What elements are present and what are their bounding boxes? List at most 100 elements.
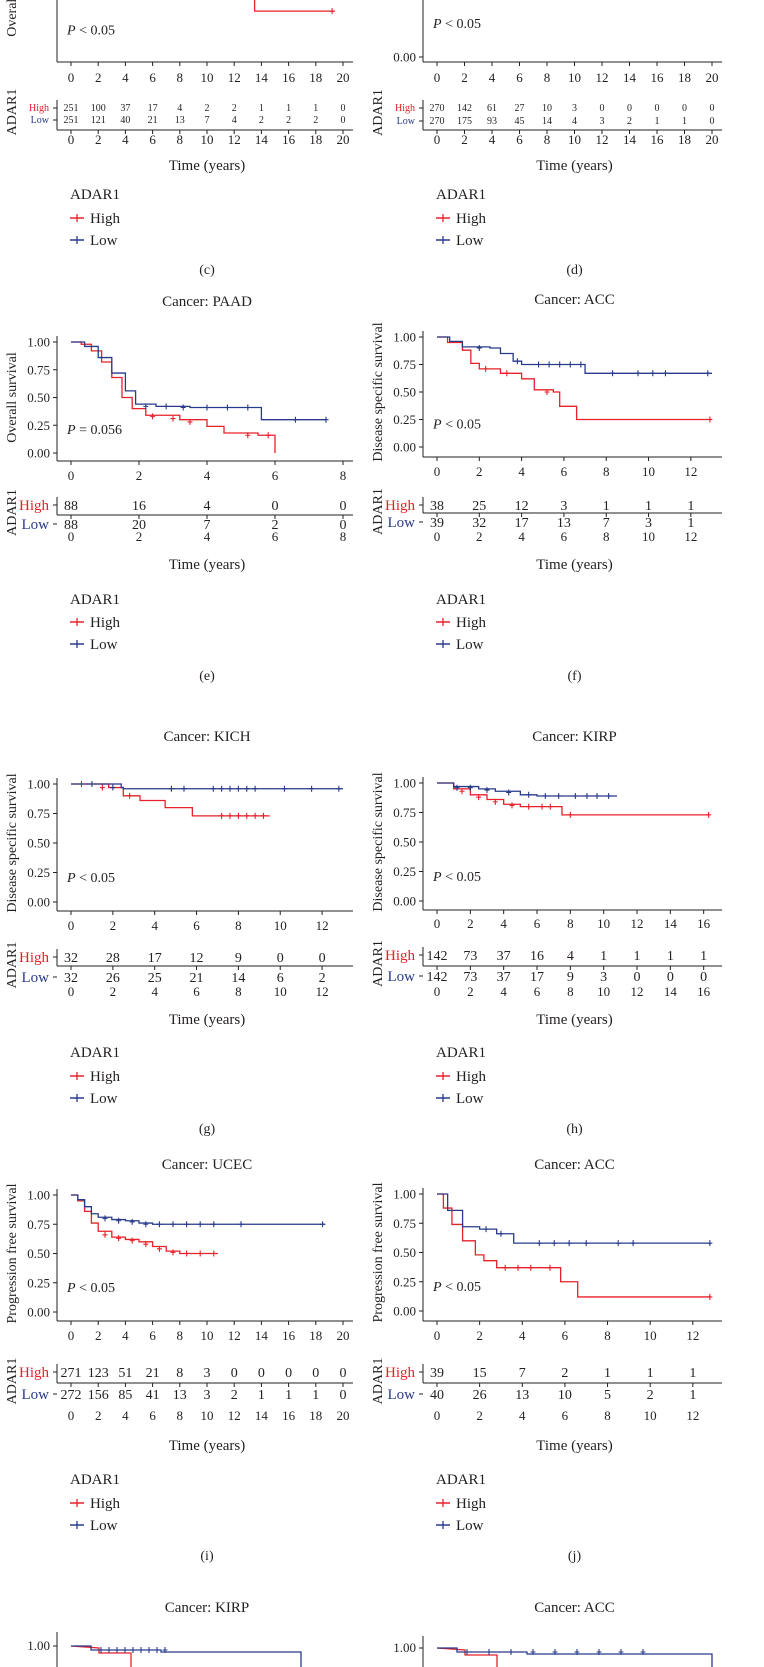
risk-count-high: 0 bbox=[258, 1366, 265, 1381]
risk-table-title: ADAR1 bbox=[5, 489, 20, 536]
censor-mark-low bbox=[536, 361, 542, 368]
x-tick-label: 8 bbox=[177, 70, 184, 85]
risk-x-tick-label: 2 bbox=[467, 984, 474, 999]
x-tick-label: 4 bbox=[122, 1328, 129, 1343]
risk-table-title: ADAR1 bbox=[371, 89, 386, 136]
censor-mark-high bbox=[245, 432, 251, 439]
censor-mark-high bbox=[459, 788, 465, 795]
risk-x-tick-label: 8 bbox=[177, 1408, 184, 1423]
risk-count-low: 121 bbox=[91, 115, 106, 126]
risk-count-high: 16 bbox=[132, 499, 146, 514]
risk-count-high: 1 bbox=[604, 1366, 611, 1381]
risk-count-high: 28 bbox=[106, 951, 120, 966]
risk-x-tick-label: 4 bbox=[151, 984, 158, 999]
risk-x-tick-label: 10 bbox=[201, 1408, 214, 1423]
x-tick-label: 20 bbox=[337, 70, 350, 85]
x-tick-label: 4 bbox=[500, 916, 507, 931]
risk-x-tick-label: 0 bbox=[68, 529, 75, 544]
risk-x-tick-label: 6 bbox=[193, 984, 200, 999]
risk-x-tick-label: 0 bbox=[68, 984, 75, 999]
risk-count-low: 2 bbox=[627, 116, 632, 127]
legend-label-high: High bbox=[90, 1496, 121, 1512]
survival-curve-low bbox=[71, 1194, 326, 1225]
censor-mark-low bbox=[486, 1649, 492, 1655]
panel-letter: (f) bbox=[568, 669, 582, 684]
legend-title: ADAR1 bbox=[70, 187, 120, 203]
risk-count-high: 0 bbox=[285, 1366, 292, 1381]
risk-count-high: 17 bbox=[148, 951, 162, 966]
censor-mark-low bbox=[662, 370, 668, 377]
y-tick-label: 0.75 bbox=[393, 357, 416, 372]
censor-mark-low bbox=[498, 1230, 504, 1237]
risk-table-title: ADAR1 bbox=[5, 942, 20, 989]
risk-count-high: 25 bbox=[472, 499, 486, 514]
legend-label-high: High bbox=[456, 1496, 487, 1512]
legend-title: ADAR1 bbox=[436, 1472, 486, 1488]
x-tick-label: 6 bbox=[534, 916, 541, 931]
censor-mark-high bbox=[102, 1231, 108, 1238]
y-axis-label: Disease specific survival bbox=[371, 322, 386, 461]
censor-mark-low bbox=[635, 370, 641, 377]
risk-x-tick-label: 10 bbox=[274, 984, 287, 999]
censor-mark-high bbox=[197, 1250, 203, 1257]
risk-x-tick-label: 0 bbox=[68, 132, 75, 147]
censor-mark-low bbox=[146, 1647, 152, 1653]
x-tick-label: 2 bbox=[110, 918, 117, 933]
x-tick-label: 18 bbox=[678, 70, 691, 85]
risk-table-title: ADAR1 bbox=[371, 940, 386, 987]
risk-x-tick-label: 8 bbox=[235, 984, 242, 999]
risk-x-tick-label: 4 bbox=[518, 529, 525, 544]
risk-count-high: 7 bbox=[519, 1366, 526, 1381]
y-tick-label: 0.25 bbox=[27, 1275, 50, 1290]
risk-x-tick-label: 20 bbox=[706, 132, 719, 147]
y-axis-label: Overall survival bbox=[5, 0, 20, 37]
x-tick-label: 0 bbox=[434, 916, 441, 931]
risk-table-title: ADAR1 bbox=[371, 1358, 386, 1405]
censor-mark-low bbox=[618, 1649, 624, 1655]
censor-mark-low bbox=[552, 1649, 558, 1655]
legend-label-high: High bbox=[456, 211, 487, 227]
censor-mark-high bbox=[260, 812, 266, 819]
p-value-label: P < 0.05 bbox=[66, 1281, 115, 1296]
risk-x-tick-label: 4 bbox=[122, 1408, 129, 1423]
risk-count-high: 1 bbox=[687, 499, 694, 514]
x-axis-label: Time (years) bbox=[169, 1438, 246, 1454]
risk-count-high: 1 bbox=[689, 1366, 696, 1381]
risk-count-high: 142 bbox=[457, 103, 472, 114]
risk-count-low: 0 bbox=[340, 1388, 347, 1403]
risk-count-low: 9 bbox=[567, 970, 574, 985]
x-tick-label: 6 bbox=[272, 468, 279, 483]
censor-mark-high bbox=[707, 416, 713, 423]
censor-mark-high bbox=[539, 803, 545, 810]
risk-x-tick-label: 14 bbox=[664, 984, 678, 999]
censor-mark-high bbox=[252, 812, 258, 819]
risk-x-tick-label: 10 bbox=[642, 529, 655, 544]
x-tick-label: 2 bbox=[476, 464, 483, 479]
risk-count-low: 7 bbox=[205, 115, 210, 126]
risk-count-low: 17 bbox=[530, 970, 544, 985]
risk-count-high: 3 bbox=[560, 499, 567, 514]
legend-label-high: High bbox=[456, 1069, 487, 1085]
risk-count-low: 20 bbox=[132, 518, 146, 533]
x-axis-label: Time (years) bbox=[169, 557, 246, 573]
censor-mark-low bbox=[567, 361, 573, 368]
panel-letter: (i) bbox=[200, 1549, 214, 1564]
km-panel-d: 0.00Overall02468101214161820P < 0.05High… bbox=[371, 0, 722, 278]
censor-mark-high bbox=[170, 415, 176, 422]
risk-count-high: 61 bbox=[487, 103, 497, 114]
y-axis-label: Progression free survival bbox=[5, 1183, 20, 1323]
panel-letter: (c) bbox=[199, 263, 215, 278]
risk-count-high: 0 bbox=[312, 1366, 319, 1381]
x-tick-label: 12 bbox=[686, 1328, 699, 1343]
risk-row-label-high: High bbox=[19, 498, 50, 514]
legend-title: ADAR1 bbox=[70, 1472, 120, 1488]
y-tick-label: 0.25 bbox=[393, 1274, 416, 1289]
risk-count-low: 0 bbox=[710, 116, 715, 127]
censor-mark-high bbox=[129, 1237, 135, 1244]
risk-count-low: 2 bbox=[647, 1388, 654, 1403]
x-tick-label: 4 bbox=[519, 1328, 526, 1343]
risk-count-low: 0 bbox=[700, 970, 707, 985]
x-axis-label: Time (years) bbox=[536, 557, 613, 573]
x-tick-label: 8 bbox=[604, 1328, 611, 1343]
